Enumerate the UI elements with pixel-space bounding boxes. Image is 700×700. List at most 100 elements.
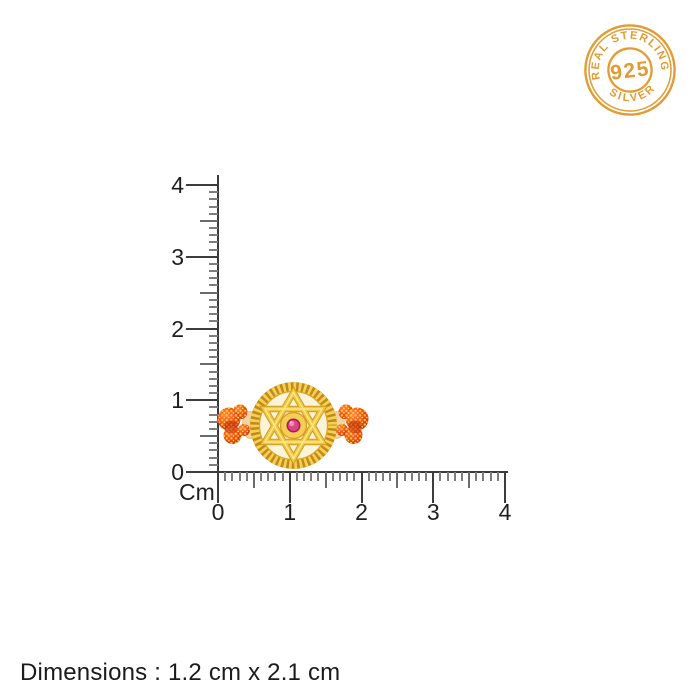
rakhi-product-image: [217, 382, 369, 469]
vertical-tick: [209, 313, 218, 316]
vertical-tick: [209, 262, 218, 265]
vertical-tick: [209, 284, 218, 287]
horizontal-tick: [317, 472, 320, 481]
vertical-tick: [186, 255, 218, 258]
horizontal-tick: [417, 472, 420, 481]
seal-inner-ring: [607, 47, 653, 93]
horizontal-tick: [367, 472, 370, 481]
vertical-tick: [209, 205, 218, 208]
center-gem: [279, 411, 308, 440]
vertical-ruler-number: 1: [171, 387, 184, 414]
vertical-ruler-number: 3: [171, 243, 184, 270]
vertical-tick: [209, 427, 218, 430]
vertical-ruler-number: 2: [171, 315, 184, 342]
horizontal-tick: [453, 472, 456, 481]
horizontal-tick: [446, 472, 449, 481]
vertical-tick: [209, 370, 218, 373]
vertical-tick: [209, 270, 218, 273]
horizontal-tick: [295, 472, 298, 481]
horizontal-tick: [403, 472, 406, 481]
vertical-tick: [200, 291, 218, 294]
vertical-tick: [209, 298, 218, 301]
horizontal-tick: [482, 472, 485, 481]
horizontal-tick: [389, 472, 392, 481]
horizontal-tick: [267, 472, 270, 481]
vertical-tick: [209, 212, 218, 215]
vertical-ruler-number: 4: [171, 172, 184, 198]
vertical-tick: [209, 320, 218, 323]
vertical-ruler-number: 0: [171, 459, 184, 485]
horizontal-tick: [310, 472, 313, 481]
vertical-tick: [186, 184, 218, 186]
vertical-tick: [200, 435, 218, 438]
horizontal-tick: [288, 472, 291, 503]
seal-second-ring: [588, 28, 672, 112]
horizontal-tick: [324, 472, 327, 488]
horizontal-tick: [374, 472, 377, 481]
horizontal-tick: [489, 472, 492, 481]
vertical-tick: [209, 334, 218, 337]
horizontal-ruler-number: 2: [355, 499, 368, 525]
vertical-tick: [209, 198, 218, 201]
horizontal-tick: [360, 472, 363, 503]
horizontal-tick: [338, 472, 341, 481]
vertical-tick: [209, 234, 218, 237]
left-thread-bead: [217, 404, 250, 444]
horizontal-tick: [217, 472, 219, 503]
horizontal-tick: [252, 472, 255, 488]
vertical-tick: [209, 406, 218, 409]
vertical-tick: [186, 471, 218, 473]
horizontal-tick: [460, 472, 463, 481]
ruler-unit-label: Cm: [179, 479, 215, 505]
horizontal-tick: [475, 472, 478, 481]
horizontal-tick: [353, 472, 356, 481]
horizontal-tick: [425, 472, 428, 481]
sterling-925-seal-icon: REAL STERLING SILVER 925: [584, 24, 676, 116]
vertical-tick: [209, 384, 218, 387]
horizontal-tick: [439, 472, 442, 481]
vertical-tick: [200, 363, 218, 366]
horizontal-tick: [468, 472, 471, 488]
seal-925-text: 925: [609, 57, 651, 85]
vertical-tick: [209, 356, 218, 359]
vertical-tick: [209, 463, 218, 466]
vertical-tick: [186, 399, 218, 402]
horizontal-tick: [331, 472, 334, 481]
horizontal-tick: [496, 472, 499, 481]
horizontal-ruler-number: 0: [211, 499, 225, 525]
vertical-tick: [209, 241, 218, 244]
vertical-tick: [186, 327, 218, 330]
horizontal-tick: [231, 472, 234, 481]
horizontal-ruler-number: 3: [426, 499, 440, 525]
horizontal-tick: [410, 472, 413, 481]
vertical-tick: [209, 248, 218, 251]
horizontal-tick: [238, 472, 241, 481]
horizontal-tick: [346, 472, 349, 481]
horizontal-tick: [281, 472, 284, 481]
vertical-tick: [209, 227, 218, 230]
vertical-tick: [209, 349, 218, 352]
horizontal-tick: [274, 472, 277, 481]
vertical-tick: [209, 305, 218, 308]
vertical-tick: [209, 392, 218, 395]
horizontal-tick: [396, 472, 399, 488]
vertical-tick: [209, 277, 218, 280]
horizontal-tick: [504, 472, 506, 503]
vertical-tick: [209, 420, 218, 423]
vertical-tick: [209, 442, 218, 445]
vertical-tick: [209, 449, 218, 452]
horizontal-tick: [303, 472, 306, 481]
vertical-tick: [209, 377, 218, 380]
ruler-vertical-line: [216, 175, 220, 503]
horizontal-tick: [432, 472, 435, 503]
horizontal-ruler-number: 4: [498, 499, 512, 525]
horizontal-tick: [260, 472, 263, 481]
vertical-tick: [209, 413, 218, 416]
horizontal-tick: [382, 472, 385, 481]
vertical-tick: [200, 219, 218, 222]
horizontal-tick: [224, 472, 227, 481]
dimensions-text: Dimensions : 1.2 cm x 2.1 cm: [20, 659, 341, 686]
right-thread-bead: [336, 404, 369, 444]
vertical-tick: [209, 456, 218, 459]
